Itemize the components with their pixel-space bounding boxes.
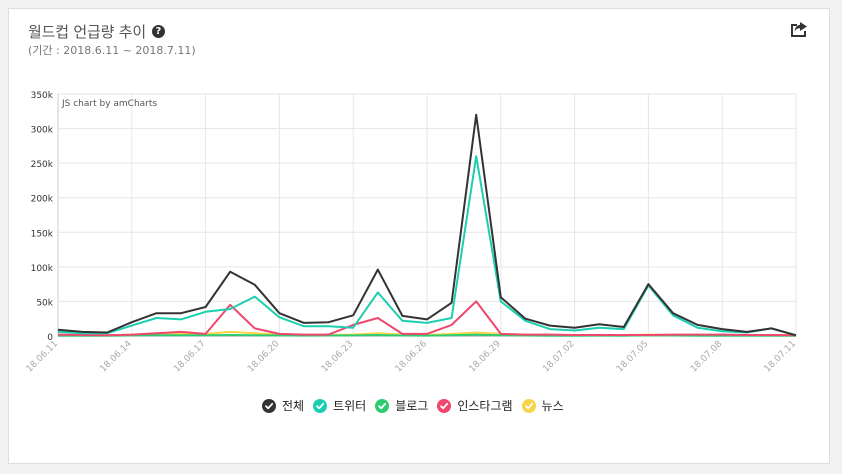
check-icon [375,398,390,413]
y-tick-label: 0 [47,333,53,343]
chart-title: 월드컵 언급량 추이 [28,23,146,41]
legend-label: 뉴스 [541,399,564,413]
share-icon[interactable] [789,20,811,40]
legend-label: 전체 [282,399,305,413]
y-tick-label: 350k [31,91,54,101]
x-tick-label: 18.06.14 [99,339,135,375]
check-icon [313,398,328,413]
chart-card: 월드컵 언급량 추이 ? (기간 : 2018.6.11 ~ 2018.7.11… [8,8,830,464]
x-tick-label: 18.06.17 [172,339,207,374]
legend-item-3[interactable]: 블로그 [375,397,428,414]
x-tick-label: 18.06.29 [468,339,504,375]
check-icon [437,398,452,413]
series-line-4 [57,300,797,337]
chart-legend: 전체 트위터 블로그 인스타그램 뉴스 [262,397,573,414]
y-tick-label: 250k [31,160,54,170]
legend-label: 블로그 [395,399,429,413]
legend-item-4[interactable]: 인스타그램 [437,397,513,414]
amcharts-watermark: JS chart by amCharts [61,99,157,109]
x-tick-label: 18.06.23 [320,339,355,374]
check-icon [521,398,536,413]
x-tick-label: 18.06.20 [246,339,282,375]
x-tick-label: 18.07.08 [689,339,725,375]
legend-label: 인스타그램 [457,399,513,413]
legend-item-2[interactable]: 트위터 [313,397,366,414]
title-row: 월드컵 언급량 추이 ? [28,21,165,42]
y-tick-label: 300k [31,126,54,136]
legend-item-1[interactable]: 전체 [262,397,304,414]
series-line-2 [57,155,797,337]
legend-label: 트위터 [333,399,367,413]
x-tick-label: 18.07.11 [763,339,798,374]
y-tick-label: 100k [31,264,54,274]
x-tick-label: 18.07.02 [541,339,576,374]
x-tick-label: 18.06.26 [394,339,430,375]
x-tick-label: 18.07.05 [615,339,650,374]
check-icon [262,398,276,413]
y-tick-label: 50k [36,298,53,308]
legend-item-5[interactable]: 뉴스 [521,397,564,414]
series-line-1 [57,113,797,337]
y-tick-label: 150k [31,229,54,239]
y-tick-label: 200k [31,195,54,205]
question-circle-icon[interactable]: ? [151,25,165,38]
x-tick-label: 18.06.11 [25,339,60,374]
chart-subtitle: (기간 : 2018.6.11 ~ 2018.7.11) [28,44,196,57]
